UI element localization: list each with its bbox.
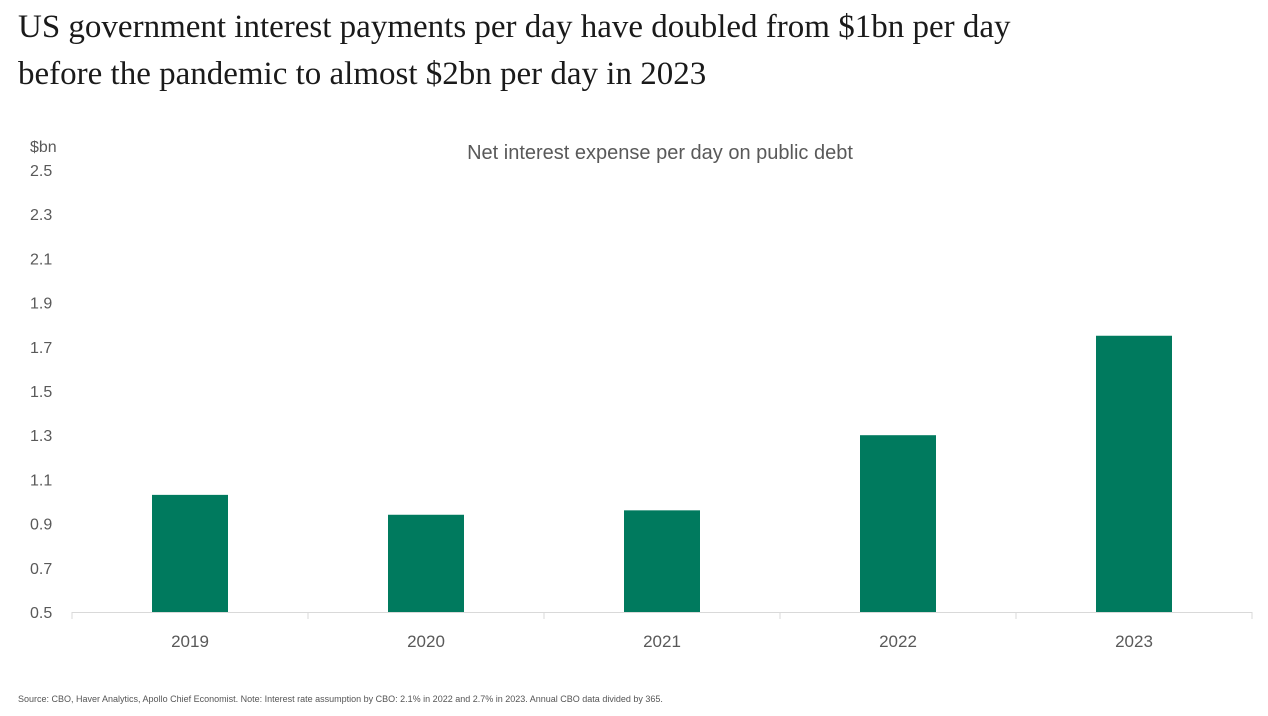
y-tick-label: 1.1 [30, 472, 52, 489]
bar-series [152, 335, 1172, 612]
x-tick-label: 2020 [407, 632, 445, 651]
y-axis-ticks: 0.5 0.7 0.9 1.1 1.3 1.5 1.7 1.9 2.1 2.3 2.5 [30, 163, 52, 622]
source-note: Source: CBO, Haver Analytics, Apollo Chi… [18, 694, 663, 704]
bar-2022 [860, 435, 936, 612]
y-axis-unit-label: $bn [30, 139, 57, 156]
x-axis: 2019 2020 2021 2022 2023 [71, 612, 1253, 651]
y-tick-label: 0.5 [30, 605, 52, 622]
y-tick-label: 2.3 [30, 207, 52, 224]
y-tick-label: 0.9 [30, 517, 52, 534]
headline-line-2: before the pandemic to almost $2bn per d… [18, 56, 707, 92]
chart-title: Net interest expense per day on public d… [467, 142, 853, 164]
bar-2020 [388, 514, 464, 612]
bar-chart: $bn Net interest expense per day on publ… [30, 139, 1253, 651]
x-tick-label: 2022 [879, 632, 917, 651]
y-tick-label: 2.1 [30, 251, 52, 268]
y-tick-label: 1.5 [30, 384, 52, 401]
bar-2019 [152, 494, 228, 612]
y-tick-label: 1.7 [30, 340, 52, 357]
bar-2021 [624, 510, 700, 612]
y-tick-label: 2.5 [30, 163, 52, 180]
bar-2023 [1096, 335, 1172, 612]
x-tick-label: 2019 [171, 632, 209, 651]
x-tick-label: 2023 [1115, 632, 1153, 651]
headline-line-1: US government interest payments per day … [18, 9, 1011, 45]
chart-headline: US government interest payments per day … [18, 4, 1248, 98]
y-tick-label: 1.9 [30, 296, 52, 313]
x-tick-label: 2021 [643, 632, 681, 651]
y-tick-label: 1.3 [30, 428, 52, 445]
y-tick-label: 0.7 [30, 561, 52, 578]
